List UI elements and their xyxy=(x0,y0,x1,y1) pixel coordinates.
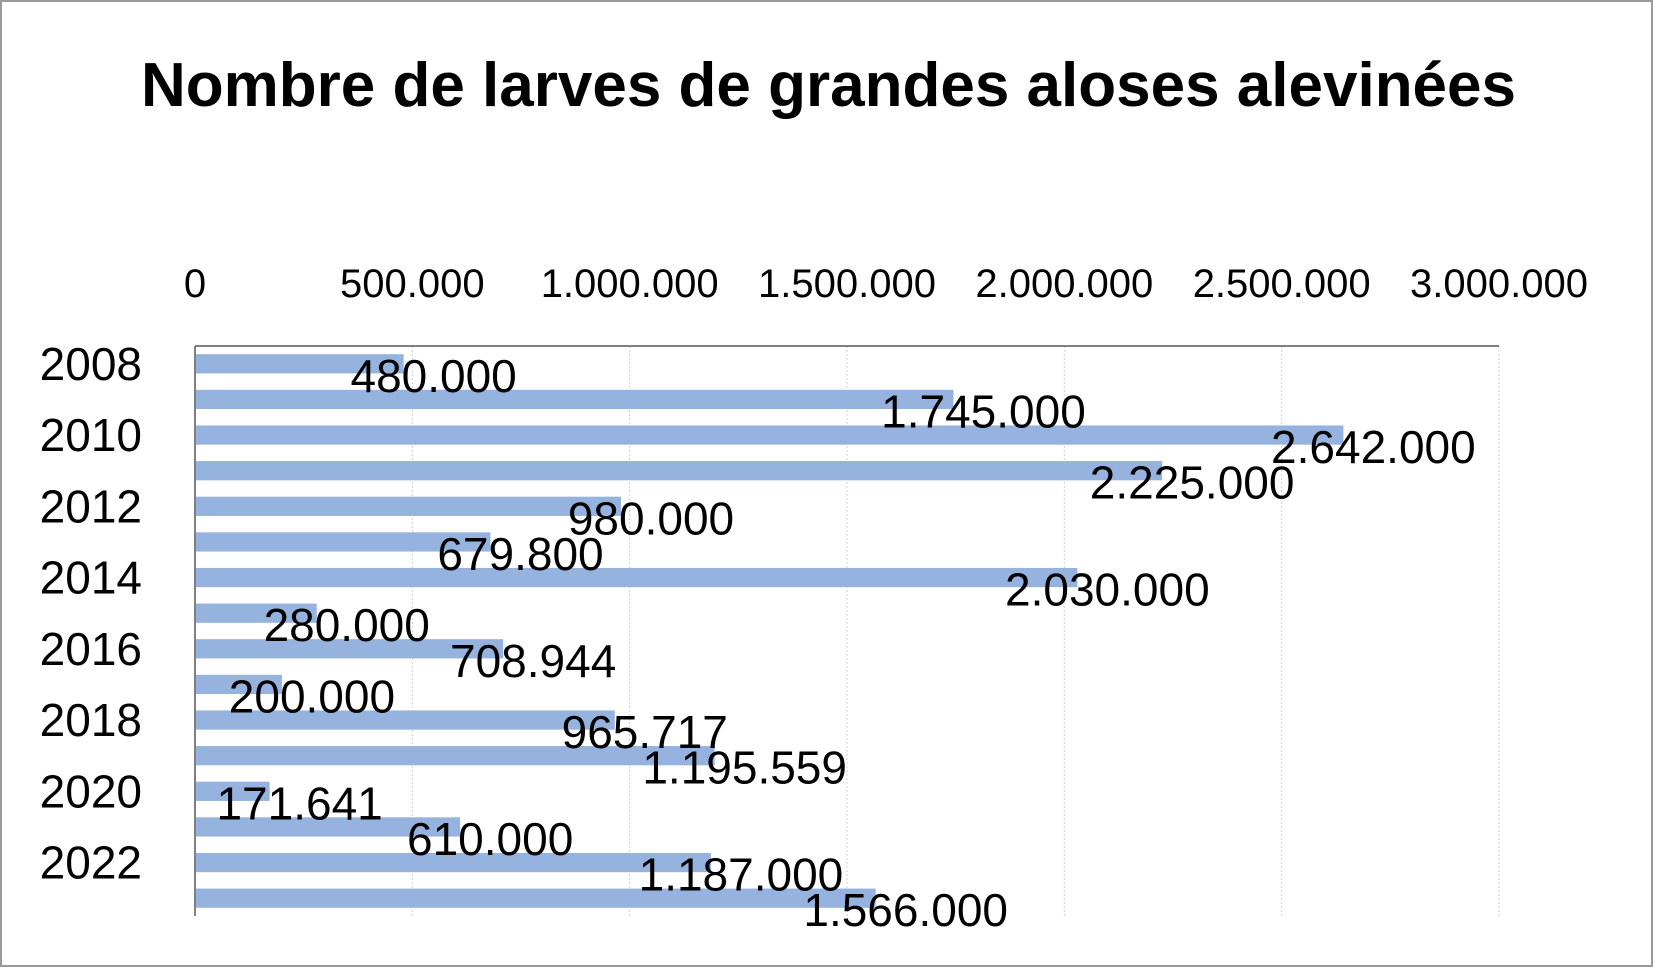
x-tick-label: 0 xyxy=(184,262,206,306)
data-label: 1.187.000 xyxy=(639,849,844,901)
axes xyxy=(194,345,1499,916)
data-label: 200.000 xyxy=(229,670,395,722)
data-label: 480.000 xyxy=(350,350,516,402)
bar-2010 xyxy=(195,425,1344,445)
bar-2019 xyxy=(195,746,715,766)
category-label: 2020 xyxy=(40,765,142,817)
bars xyxy=(195,354,1344,908)
bar-2009 xyxy=(195,389,954,410)
x-tick-labels: 0 500.000 1.000.000 1.500.000 2.000.000 2.500… xyxy=(184,262,1588,306)
data-label: 708.944 xyxy=(450,635,616,687)
category-labels: 2008 2010 2012 2014 2016 2018 2020 2022 xyxy=(40,338,142,889)
bar-2017 xyxy=(195,674,282,695)
data-label: 2.030.000 xyxy=(1005,564,1210,616)
x-tick-label: 3.000.000 xyxy=(1410,262,1588,306)
category-label: 2012 xyxy=(40,480,142,532)
bar-2011 xyxy=(195,461,1163,481)
chart-title: Nombre de larves de grandes aloses alevi… xyxy=(140,51,1517,120)
data-label: 280.000 xyxy=(264,599,430,651)
category-label: 2016 xyxy=(40,623,142,675)
data-label: 965.717 xyxy=(562,706,728,758)
data-label: 171.641 xyxy=(216,777,382,829)
data-label: 2.225.000 xyxy=(1090,457,1295,509)
bar-2018 xyxy=(195,710,615,730)
data-label: 679.800 xyxy=(437,528,603,580)
data-label: 2.642.000 xyxy=(1271,421,1476,473)
data-label: 980.000 xyxy=(568,492,734,544)
bar-2015 xyxy=(195,603,317,623)
category-label: 2014 xyxy=(40,552,142,604)
data-label: 610.000 xyxy=(407,813,573,865)
bar-2013 xyxy=(195,532,491,552)
bar-2023 xyxy=(195,888,876,908)
gridlines xyxy=(411,346,1500,916)
bar-2016 xyxy=(195,639,504,659)
x-tick-label: 500.000 xyxy=(340,262,485,306)
data-label: 1.566.000 xyxy=(803,884,1008,936)
x-tick-label: 1.500.000 xyxy=(758,262,936,306)
bar-2014 xyxy=(195,567,1078,588)
data-label: 1.745.000 xyxy=(881,385,1086,437)
category-label: 2022 xyxy=(40,837,142,889)
bar-2008 xyxy=(195,354,404,374)
category-label: 2010 xyxy=(40,409,142,461)
bar-2020 xyxy=(195,781,270,801)
bar-2022 xyxy=(195,852,711,873)
data-label: 1.195.559 xyxy=(642,742,847,794)
x-tick-label: 2.000.000 xyxy=(975,262,1153,306)
x-tick-label: 1.000.000 xyxy=(541,262,719,306)
bar-2012 xyxy=(195,496,621,516)
category-label: 2008 xyxy=(40,338,142,390)
category-label: 2018 xyxy=(40,694,142,746)
bar-2021 xyxy=(195,817,461,837)
x-tick-label: 2.500.000 xyxy=(1193,262,1371,306)
